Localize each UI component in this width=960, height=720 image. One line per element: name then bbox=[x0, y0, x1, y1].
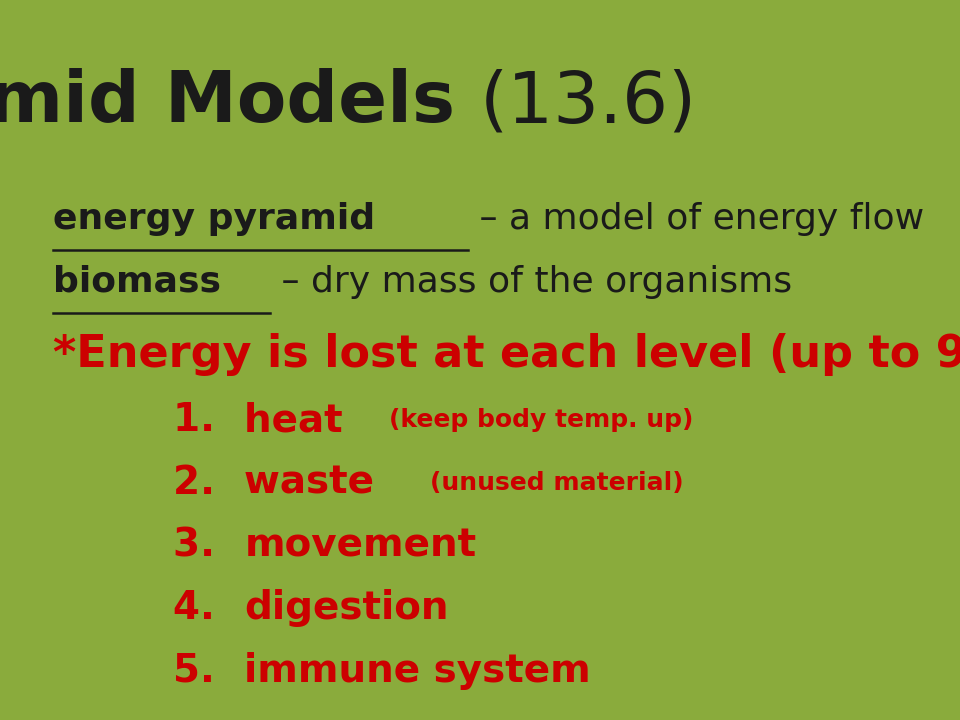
Text: – a model of energy flow: – a model of energy flow bbox=[468, 202, 924, 235]
Text: Pyramid Models: Pyramid Models bbox=[0, 68, 480, 138]
Text: 2.: 2. bbox=[173, 464, 228, 502]
Text: digestion: digestion bbox=[244, 589, 448, 627]
Text: energy pyramid: energy pyramid bbox=[53, 202, 375, 235]
Text: *Energy is lost at each level (up to 90%): *Energy is lost at each level (up to 90%… bbox=[53, 333, 960, 377]
Text: (keep body temp. up): (keep body temp. up) bbox=[389, 408, 693, 432]
Text: immune system: immune system bbox=[244, 652, 591, 690]
Text: biomass: biomass bbox=[53, 265, 221, 299]
Text: heat: heat bbox=[245, 401, 356, 439]
Text: movement: movement bbox=[245, 526, 476, 564]
Text: 4.: 4. bbox=[173, 589, 228, 627]
Text: 1.: 1. bbox=[173, 401, 228, 439]
Text: 3.: 3. bbox=[173, 526, 228, 564]
Text: waste: waste bbox=[245, 464, 388, 502]
Text: (13.6): (13.6) bbox=[480, 68, 697, 138]
Text: – dry mass of the organisms: – dry mass of the organisms bbox=[270, 265, 804, 299]
Text: 5.: 5. bbox=[173, 652, 228, 690]
Text: (unused material): (unused material) bbox=[429, 471, 684, 495]
Text: (how much): (how much) bbox=[958, 272, 960, 296]
